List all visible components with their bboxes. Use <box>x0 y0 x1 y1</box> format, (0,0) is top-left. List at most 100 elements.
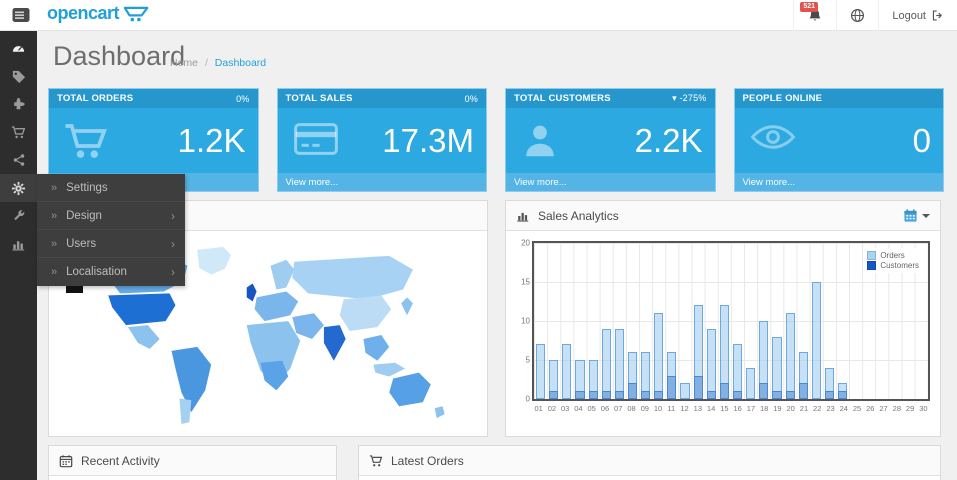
x-tick-label: 06 <box>600 404 610 413</box>
store-front-button[interactable] <box>836 0 878 31</box>
eye-icon <box>749 121 801 161</box>
notifications-button[interactable]: 521 <box>793 0 836 31</box>
logout-button[interactable]: Logout <box>878 0 957 31</box>
chart-bar-customers <box>824 391 835 399</box>
view-more-link[interactable]: View more... <box>506 173 715 191</box>
menu-item-settings[interactable]: » Settings <box>37 174 185 202</box>
view-more-link[interactable]: View more... <box>734 173 943 191</box>
x-tick-label: 03 <box>560 404 570 413</box>
chart-bar-orders <box>746 367 756 399</box>
chevron-right-icon: › <box>171 265 175 279</box>
date-range-button[interactable] <box>903 208 930 223</box>
world-map[interactable] <box>66 240 471 428</box>
cart-icon <box>11 125 26 140</box>
chart-bar-orders <box>706 328 716 399</box>
x-tick-label: 30 <box>919 404 928 413</box>
x-tick-label: 09 <box>640 404 649 413</box>
chart-bar-orders <box>785 313 795 399</box>
double-angle-icon: » <box>51 209 58 222</box>
double-angle-icon: » <box>51 266 58 278</box>
chart-bar-customers <box>693 375 703 399</box>
chart-bar-customers <box>667 375 677 399</box>
sidebar-item-tools[interactable] <box>0 202 37 230</box>
chart-x-axis: 01 02 03 04 05 06 07 08 09 10 11 12 13 14 15 16 17 18 19 20… <box>532 401 930 415</box>
chart-bar-orders <box>772 336 782 399</box>
bar-chart-icon <box>11 237 26 252</box>
wrench-icon <box>12 209 26 223</box>
legend-label: Orders <box>880 251 905 260</box>
opencart-logo-text: opencart <box>47 3 120 23</box>
x-tick-label: 29 <box>905 404 915 413</box>
x-tick-label: 28 <box>892 404 901 413</box>
speedometer-icon <box>11 41 26 56</box>
chart-bar-customers <box>601 391 611 399</box>
y-tick-label: 5 <box>525 355 530 365</box>
menu-item-design[interactable]: » Design › <box>37 202 185 230</box>
sales-chart: 0 5 10 15 20 Orders Customers 01 02 03 04 05 06 07 0… <box>506 231 940 415</box>
x-tick-label: 25 <box>852 404 862 413</box>
tile-change: 0% <box>464 93 478 104</box>
x-tick-label: 23 <box>826 404 835 413</box>
tile-value: 1.2K <box>177 121 246 159</box>
chart-bar-customers <box>772 391 782 399</box>
x-tick-label: 01 <box>534 404 543 413</box>
tile-change: 0% <box>236 93 250 104</box>
sales-analytics-panel: Sales Analytics 0 5 10 15 20 Orders Customers… <box>505 200 941 437</box>
breadcrumb: Home / Dashboard <box>170 57 267 69</box>
chart-bar-orders <box>654 313 664 399</box>
opencart-logo[interactable]: opencart <box>47 3 151 24</box>
chart-bar-orders <box>680 383 690 399</box>
breadcrumb-current[interactable]: Dashboard <box>214 57 267 69</box>
x-tick-label: 26 <box>866 404 875 413</box>
sidebar-item-catalog[interactable] <box>0 62 37 90</box>
x-tick-label: 27 <box>879 404 888 413</box>
x-tick-label: 12 <box>680 404 689 413</box>
tile-label: TOTAL ORDERS <box>57 93 134 104</box>
tile-people-online: PEOPLE ONLINE 0 View more... <box>733 88 944 192</box>
sales-analytics-title: Sales Analytics <box>538 208 619 223</box>
chart-bar-customers <box>706 391 716 399</box>
chart-bar-customers <box>785 391 795 399</box>
x-tick-label: 18 <box>759 404 769 413</box>
x-tick-label: 22 <box>813 404 822 413</box>
latest-orders-panel: Latest Orders <box>358 445 941 480</box>
calendar-icon <box>59 454 73 468</box>
tile-label: PEOPLE ONLINE <box>742 93 823 104</box>
double-angle-icon: » <box>51 237 58 250</box>
breadcrumb-home[interactable]: Home <box>170 57 199 69</box>
cart-icon <box>369 454 383 468</box>
sidebar-item-system[interactable] <box>0 174 37 202</box>
tile-value: 2.2K <box>634 121 703 159</box>
recent-activity-panel: Recent Activity <box>48 445 337 480</box>
opencart-cart-icon <box>123 5 151 22</box>
sidebar-item-reports[interactable] <box>0 230 37 258</box>
menu-item-localisation[interactable]: » Localisation › <box>51 265 175 279</box>
tile-label: TOTAL SALES <box>285 93 353 104</box>
menu-item-users[interactable]: » Users › <box>37 230 185 258</box>
x-tick-label: 21 <box>799 404 809 413</box>
chart-bar-orders <box>535 344 546 399</box>
chart-bar-orders <box>562 344 572 399</box>
sidebar-item-extensions[interactable] <box>0 90 37 118</box>
x-tick-label: 16 <box>733 404 742 413</box>
x-tick-label: 07 <box>614 404 623 413</box>
chevron-right-icon: › <box>171 236 175 251</box>
x-tick-label: 02 <box>547 404 557 413</box>
puzzle-icon <box>11 97 26 112</box>
sidebar-item-dashboard[interactable] <box>0 34 37 62</box>
logout-label: Logout <box>892 9 926 22</box>
view-more-link[interactable]: View more... <box>277 173 486 191</box>
tile-total-sales: TOTAL SALES 0% 17.3M View more... <box>276 88 487 192</box>
tile-label: TOTAL CUSTOMERS <box>514 93 611 104</box>
y-tick-label: 15 <box>521 277 530 287</box>
sidebar-item-sales[interactable] <box>0 118 37 146</box>
sidebar-item-marketing[interactable] <box>0 146 37 174</box>
menu-toggle-icon[interactable] <box>12 7 30 23</box>
x-tick-label: 24 <box>839 404 848 413</box>
chevron-down-icon <box>922 213 930 218</box>
double-angle-icon: » <box>51 181 58 194</box>
latest-orders-title: Latest Orders <box>391 453 464 468</box>
system-submenu: » Settings » Design › » Users › » Locali… <box>37 174 185 286</box>
page-title: Dashboard <box>53 41 186 71</box>
tile-change: ▾ -275% <box>672 93 707 103</box>
